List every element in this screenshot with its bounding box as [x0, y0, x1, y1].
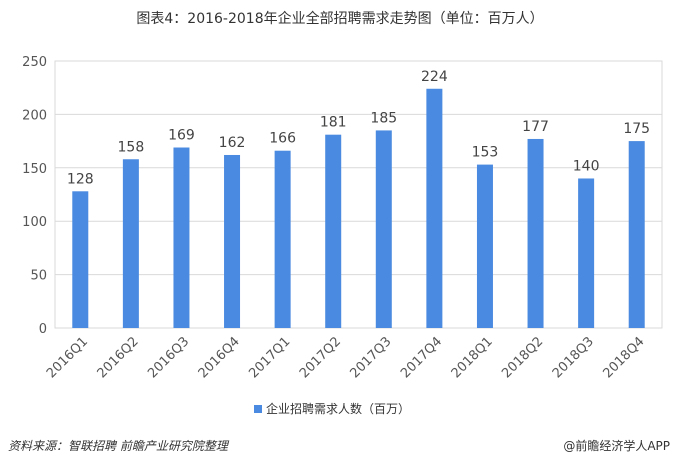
- bar: [527, 138, 544, 328]
- x-tick-label: 2016Q1: [44, 334, 91, 381]
- data-label: 153: [472, 145, 499, 161]
- x-tick-label: 2018Q4: [600, 334, 647, 381]
- x-tick-label: 2018Q3: [550, 334, 597, 381]
- x-tick-label: 2017Q1: [246, 334, 293, 381]
- brand-credit: @前瞻经济学人APP: [563, 439, 670, 453]
- bar: [122, 159, 139, 328]
- data-label: 128: [67, 171, 94, 187]
- x-tick-label: 2018Q2: [499, 334, 546, 381]
- plot-border: [54, 60, 663, 329]
- y-tick-label: 50: [30, 269, 47, 284]
- y-tick-label: 200: [22, 108, 47, 123]
- bar: [72, 191, 89, 328]
- data-label: 185: [370, 110, 397, 126]
- bar: [375, 130, 392, 328]
- x-tick-label: 2017Q4: [398, 334, 445, 381]
- data-label: 140: [573, 158, 600, 174]
- x-tick-label: 2017Q2: [297, 334, 344, 381]
- y-tick-label: 250: [22, 55, 47, 70]
- bar: [173, 147, 190, 328]
- bar: [224, 154, 241, 328]
- bars: [72, 88, 645, 328]
- data-label: 158: [118, 139, 145, 155]
- data-label: 162: [219, 135, 246, 151]
- bar: [476, 164, 493, 328]
- bar: [578, 178, 595, 328]
- data-label: 169: [168, 128, 195, 144]
- source-note: 资料来源：智联招聘 前瞻产业研究院整理: [8, 439, 228, 453]
- data-label: 166: [269, 131, 296, 147]
- x-tick-label: 2016Q3: [145, 334, 192, 381]
- x-tick-label: 2017Q3: [348, 334, 395, 381]
- data-labels: 128 158 169 162 166 181 185 224 153 177 140 175: [67, 69, 650, 188]
- legend-swatch: [254, 405, 262, 413]
- x-tick-label: 2016Q4: [196, 334, 243, 381]
- chart-title: 图表4：2016-2018年企业全部招聘需求走势图（单位：百万人）: [136, 11, 544, 27]
- bar: [325, 134, 342, 328]
- data-label: 175: [623, 121, 650, 137]
- x-tick-label: 2016Q2: [95, 334, 142, 381]
- data-label: 224: [421, 69, 448, 85]
- legend: 企业招聘需求人数（百万）: [254, 401, 410, 416]
- x-tick-label: 2018Q1: [449, 334, 496, 381]
- y-tick-label: 100: [22, 215, 47, 230]
- y-tick-label: 0: [39, 322, 47, 337]
- legend-label: 企业招聘需求人数（百万）: [266, 401, 410, 416]
- gridlines: [54, 60, 663, 329]
- data-label: 181: [320, 115, 347, 131]
- y-tick-label: 150: [22, 162, 47, 177]
- data-label: 177: [522, 119, 549, 135]
- bar: [426, 88, 443, 328]
- bar: [628, 141, 645, 328]
- bar: [274, 150, 291, 328]
